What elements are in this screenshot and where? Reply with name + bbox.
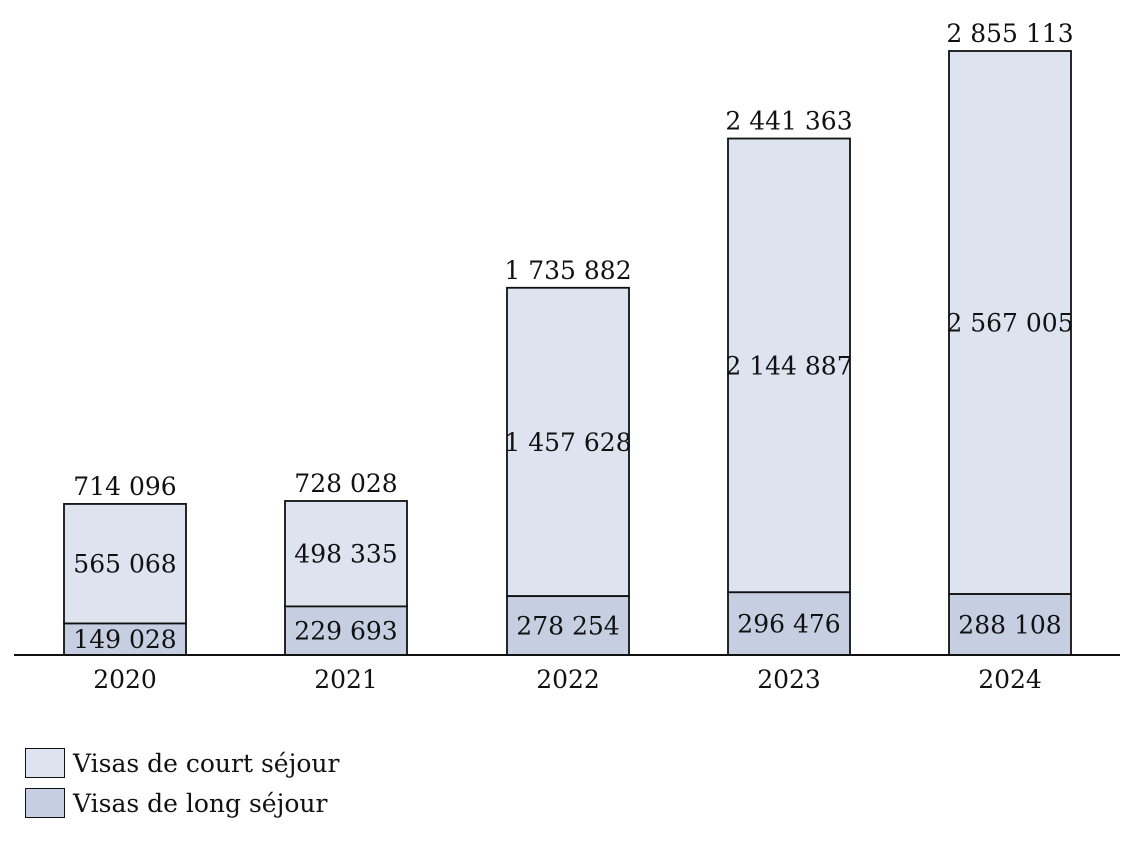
data-label-short-stay-2021: 498 335 <box>294 540 397 569</box>
x-tick-label-2020: 2020 <box>93 665 157 694</box>
x-tick-label-2021: 2021 <box>314 665 378 694</box>
stacked-bar-chart: 149 028 565 068 714 096 2020 229 693 498 335 7… <box>14 19 1120 694</box>
data-label-long-stay-2024: 288 108 <box>958 611 1061 640</box>
legend-label-short-stay: Visas de court séjour <box>73 748 340 778</box>
legend-swatch-long-stay <box>25 788 65 818</box>
bar-short-stay-2022 <box>506 286 630 598</box>
bar-long-stay-2021 <box>284 605 408 656</box>
data-label-long-stay-2021: 229 693 <box>294 617 397 646</box>
legend-item-short-stay: Visas de court séjour <box>25 746 339 780</box>
data-label-long-stay-2023: 296 476 <box>737 610 840 639</box>
data-label-long-stay-2022: 278 254 <box>516 612 619 641</box>
legend-item-long-stay: Visas de long séjour <box>25 786 339 820</box>
x-tick-label-2024: 2024 <box>978 665 1042 694</box>
bar-long-stay-2022 <box>506 595 630 656</box>
bar-short-stay-2020 <box>63 503 187 625</box>
data-label-short-stay-2022: 1 457 628 <box>504 428 631 457</box>
data-label-short-stay-2020: 565 068 <box>73 550 176 579</box>
x-tick-label-2022: 2022 <box>536 665 600 694</box>
x-tick-label-2023: 2023 <box>757 665 821 694</box>
total-label-2024: 2 855 113 <box>946 19 1073 48</box>
total-label-2020: 714 096 <box>73 472 176 501</box>
bar-long-stay-2023 <box>727 591 851 656</box>
legend-swatch-short-stay <box>25 748 65 778</box>
data-label-long-stay-2020: 149 028 <box>73 625 176 654</box>
total-label-2022: 1 735 882 <box>504 256 631 285</box>
legend: Visas de court séjour Visas de long séjo… <box>25 746 339 826</box>
bar-short-stay-2021 <box>284 500 408 608</box>
total-label-2021: 728 028 <box>294 469 397 498</box>
data-label-short-stay-2023: 2 144 887 <box>725 351 852 380</box>
bar-long-stay-2024 <box>948 593 1072 656</box>
total-label-2023: 2 441 363 <box>725 107 852 136</box>
legend-label-long-stay: Visas de long séjour <box>73 788 328 818</box>
data-label-short-stay-2024: 2 567 005 <box>946 309 1073 338</box>
